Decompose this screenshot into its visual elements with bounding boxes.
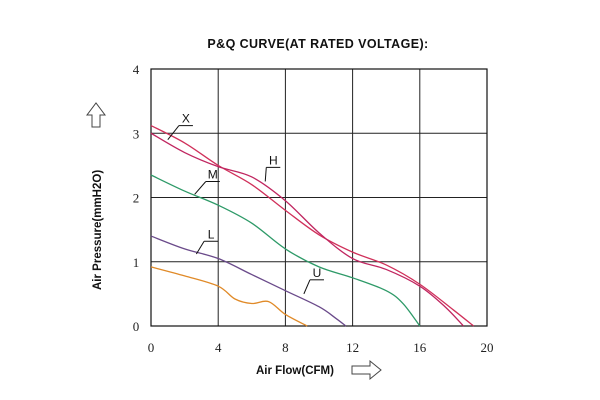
curves bbox=[150, 124, 474, 327]
x-tick-label: 16 bbox=[413, 340, 427, 355]
x-tick-labels: 0 4 8 12 16 20 bbox=[148, 340, 494, 355]
y-tick-label: 3 bbox=[133, 126, 140, 141]
y-tick-label: 0 bbox=[133, 319, 140, 334]
x-tick-label: 20 bbox=[481, 340, 494, 355]
up-arrow-icon bbox=[86, 102, 106, 128]
y-tick-label: 2 bbox=[133, 191, 140, 206]
curve-label-l: L bbox=[208, 227, 215, 241]
x-tick-label: 8 bbox=[282, 340, 289, 355]
curve-m bbox=[150, 174, 421, 327]
x-tick-label: 4 bbox=[215, 340, 222, 355]
curve-label-m: M bbox=[208, 168, 218, 182]
right-arrow-icon bbox=[351, 359, 382, 381]
x-axis-label: Air Flow(CFM) bbox=[256, 365, 334, 377]
curve-labels: X H M L U bbox=[167, 112, 324, 295]
y-tick-labels: 0 1 2 3 4 bbox=[133, 62, 140, 334]
grid bbox=[150, 68, 488, 327]
x-tick-label: 0 bbox=[148, 340, 155, 355]
label-leader-m bbox=[194, 181, 207, 195]
y-tick-label: 1 bbox=[133, 255, 140, 270]
chart-title: P&Q CURVE(AT RATED VOLTAGE): bbox=[207, 37, 428, 51]
curve-u bbox=[150, 266, 308, 327]
y-axis-label: Air Pressure(mmH2O) bbox=[92, 170, 104, 290]
curve-l bbox=[150, 235, 347, 327]
curve-label-h: H bbox=[269, 153, 278, 167]
curve-label-u: U bbox=[313, 266, 322, 280]
curve-x bbox=[150, 124, 474, 327]
x-tick-label: 12 bbox=[346, 340, 359, 355]
label-leader-x bbox=[167, 125, 180, 140]
label-leader-l bbox=[195, 241, 205, 255]
curve-h bbox=[150, 132, 464, 327]
label-leader-u bbox=[303, 279, 311, 295]
y-tick-label: 4 bbox=[133, 62, 140, 77]
curve-label-x: X bbox=[182, 112, 190, 126]
plot-frame bbox=[150, 68, 488, 327]
label-leader-h bbox=[264, 167, 267, 182]
